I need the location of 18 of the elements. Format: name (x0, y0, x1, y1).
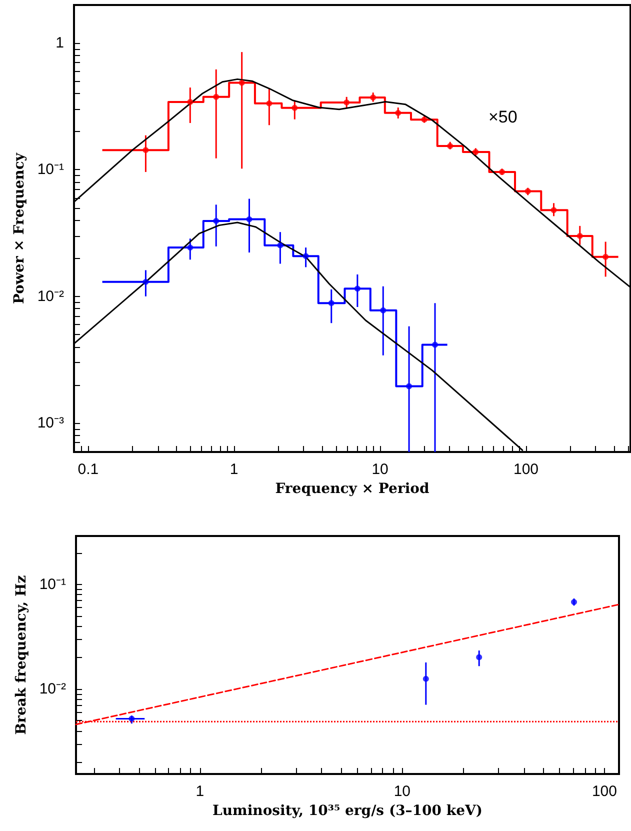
x-axis-title: Luminosity, 10³⁵ erg/s (3–100 keV) (212, 803, 482, 819)
x-tick-label: 10 (372, 461, 388, 478)
x-tick-label: 1 (230, 461, 238, 478)
y-tick-label: 1 (56, 34, 64, 52)
y-tick-label: 10⁻² (39, 680, 66, 698)
y-axis-title: Power × Frequency (11, 152, 28, 304)
x-tick-label: 100 (592, 783, 617, 800)
y-tick-label: 10⁻² (37, 288, 64, 305)
x-tick-label: 1 (196, 783, 204, 800)
x-tick-label: 100 (513, 461, 539, 478)
x-tick-label: 0.1 (78, 461, 99, 478)
y-axis-title: Break frequency, Hz (13, 575, 30, 735)
y-tick-label: 10⁻¹ (39, 576, 66, 593)
x-tick-label: 10 (394, 783, 411, 800)
x-axis-title: Frequency × Period (275, 481, 430, 497)
y-tick-label: 10⁻¹ (37, 161, 64, 178)
annotation: ×50 (488, 107, 518, 126)
y-tick-label: 10⁻³ (37, 414, 64, 432)
